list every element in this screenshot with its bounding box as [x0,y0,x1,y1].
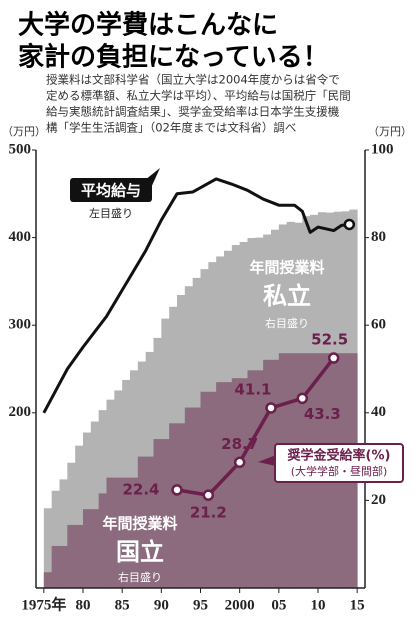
dot [265,402,277,414]
step-bar [75,524,84,588]
y2-unit: （万円） [368,125,412,138]
chart-title: 家計の負担になっている！ [18,42,329,73]
note: 定める標準額、私立大学は平均）、平均給与は国税庁「民間 [46,89,351,103]
step-bar [200,391,209,588]
series-label: 国立 [116,538,164,566]
data-label: 22.4 [122,480,159,498]
x-tick-label: 85 [115,597,130,613]
step-bar [145,456,154,588]
x-tick-label: 1975年 [21,595,66,613]
y2-tick-label: 100 [371,141,394,157]
scale-note: 左目盛り [89,206,133,220]
step-bar [255,370,264,588]
step-bar [90,509,100,588]
scale-note: 右目盛り [265,316,309,330]
series-label: 平均給与 [81,182,141,200]
step-bar [83,509,92,588]
note: 給与実態統計調査結果」、奨学金受給率は日本学生支援機 [46,105,340,119]
data-label: 52.5 [311,331,348,349]
note: 構「学生生活調査」（02年度までは文科省）調べ [46,121,296,135]
data-label: 43.3 [304,405,341,423]
x-tick-label: 80 [76,597,91,613]
data-label: 41.1 [234,380,271,398]
series-label: 奨学金受給率(%) [287,448,391,464]
step-bar [161,439,170,588]
scale-note: 右目盛り [118,570,162,584]
step-bar [177,423,186,588]
series-sub: (大学学部・昼間部) [291,464,388,478]
label-pointer [258,455,276,466]
dot [202,489,215,501]
step-bar [75,445,84,588]
step-bar [184,407,194,588]
y2-tick-label: 80 [371,229,386,245]
step-bar [51,545,60,588]
step-bar [106,477,115,588]
note: 授業料は文部科学省（国立大学は2004年度からは省令で [46,73,340,87]
label-box [274,443,404,483]
step-bar [59,545,68,588]
step-bar [67,524,76,588]
y-tick-label: 300 [9,317,32,333]
step-bar [137,456,147,588]
step-bar [51,490,60,588]
chart-title: 大学の学費はこんなに [18,10,278,41]
dot [233,456,246,469]
series-line [42,177,350,414]
dot [171,484,183,496]
x-tick-label: 90 [154,597,169,613]
y2-tick-label: 60 [371,317,386,333]
step-bar [247,370,256,588]
step-bar [239,378,248,588]
step-bar [43,572,53,588]
label-pointer [145,168,160,190]
step-bar [122,477,131,588]
x-tick-label: 10 [311,597,326,613]
x-tick-label: 95 [193,597,208,613]
x-tick-label: 05 [271,597,286,613]
data-label: 28.7 [221,435,258,453]
end-point [343,218,356,231]
y-tick-label: 200 [9,404,32,420]
series-heading: 年間授業料 [102,515,177,533]
x-tick-label: 2000 [225,597,255,613]
y2-tick-label: 40 [371,404,386,420]
step-bar [114,477,123,588]
x-tick-label: 15 [350,597,365,613]
y-unit: （万円） [2,125,46,138]
series-heading: 年間授業料 [249,259,324,277]
step-bar [153,439,162,588]
step-bar [130,477,139,588]
series-label: 私立 [263,282,311,310]
dot [327,352,340,364]
step-bar [98,493,107,588]
step-bar [231,378,241,588]
label-box [70,178,152,202]
step-bar [169,423,178,588]
step-bar [43,508,53,588]
y2-tick-label: 20 [371,492,386,508]
y-tick-label: 500 [9,141,32,157]
step-bar [263,359,272,588]
dot [296,392,309,405]
y-tick-label: 400 [9,229,32,245]
step-bar [224,382,233,588]
step-bar [192,407,201,588]
data-label: 21.2 [190,504,227,522]
step-bar [90,421,100,588]
step-bar [59,479,68,588]
